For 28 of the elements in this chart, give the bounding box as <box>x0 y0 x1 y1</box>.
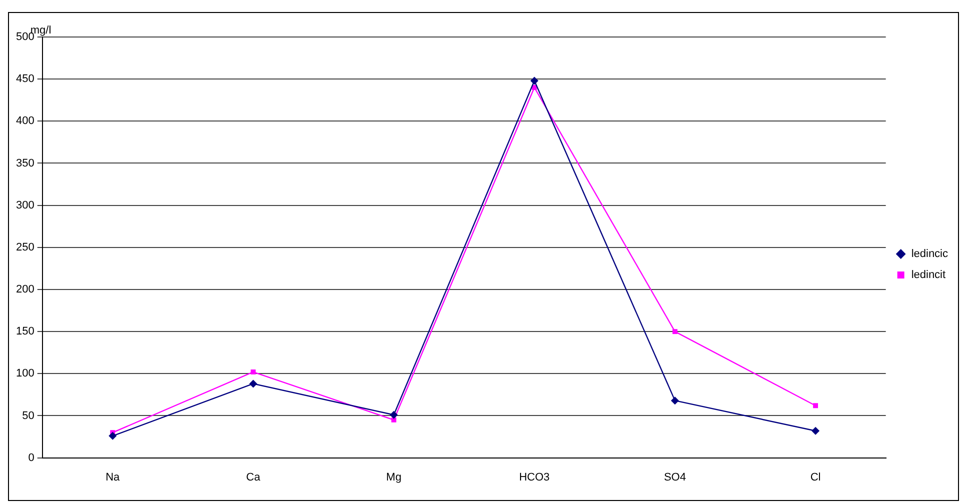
point <box>249 380 258 388</box>
x-tick-label: SO4 <box>664 471 686 484</box>
x-tick-label: Na <box>106 471 121 484</box>
point <box>672 329 678 334</box>
legend-label: ledincic <box>911 248 948 260</box>
point <box>813 403 818 408</box>
point <box>108 432 117 440</box>
y-tick-label: 200 <box>16 284 34 296</box>
y-tick-label: 300 <box>16 199 34 212</box>
x-tick-label: HCO3 <box>519 471 550 484</box>
y-tick-label: 400 <box>16 115 34 128</box>
y-tick-label: 100 <box>16 368 34 380</box>
point <box>670 396 679 405</box>
point <box>530 76 538 85</box>
y-tick-label: 50 <box>22 410 34 422</box>
y-tick-label: 250 <box>16 241 34 254</box>
x-tick-label: Mg <box>386 471 402 484</box>
y-tick-label: 0 <box>28 452 34 464</box>
y-tick-label: 450 <box>16 73 34 86</box>
point <box>390 410 398 419</box>
x-tick-label: Ca <box>246 471 262 484</box>
point <box>250 369 256 374</box>
y-tick-label: 350 <box>16 157 34 170</box>
legend-label: ledincit <box>911 269 946 282</box>
y-tick-label: 150 <box>16 326 34 338</box>
point <box>391 417 396 422</box>
x-tick-label: Cl <box>810 471 821 484</box>
point <box>812 426 820 435</box>
